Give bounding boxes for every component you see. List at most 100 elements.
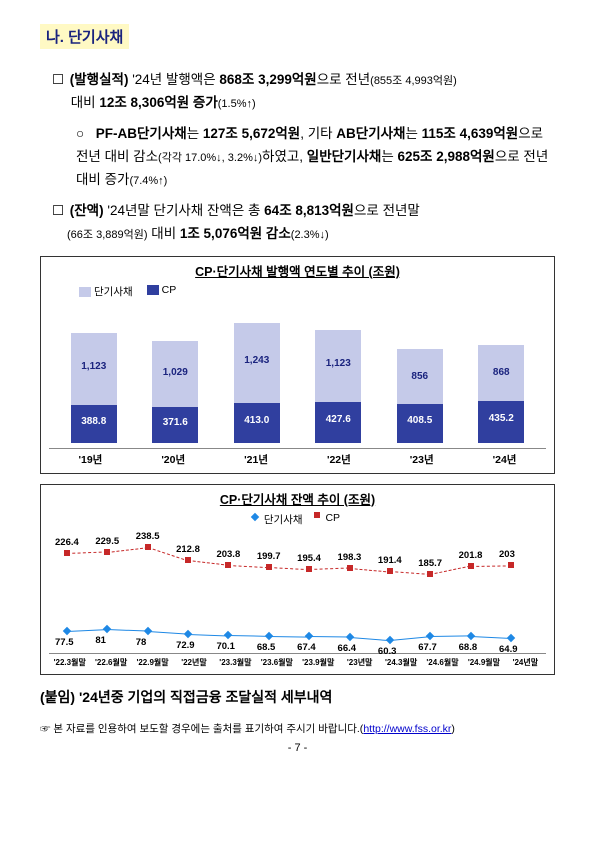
point-label: 67.4 (297, 642, 316, 653)
text: , 기타 (300, 126, 336, 141)
line-segment (471, 636, 511, 639)
point-label: 70.1 (216, 641, 235, 652)
bar-segment-cp: 371.6 (152, 407, 198, 443)
legend-item-stbond: 단기사채 (79, 284, 133, 299)
x-label: '22년말 (173, 657, 214, 668)
text: 하였고, (262, 149, 307, 164)
point-label: 203.8 (216, 549, 240, 560)
chart-title: CP·단기사채 발행액 연도별 추이 (조원) (49, 261, 546, 280)
pct: (2.3%↓) (291, 229, 329, 241)
legend-item-cp: CP (317, 512, 341, 527)
bar-column: 1,123 388.8 (64, 333, 124, 443)
x-axis-labels: '19년'20년'21년'22년'23년'24년 (49, 448, 546, 467)
data-point (345, 633, 353, 641)
amount: 625조 2,988억원 (398, 149, 495, 164)
point-label: 185.7 (418, 558, 442, 569)
data-point (143, 627, 151, 635)
x-label: '23.6월말 (256, 657, 297, 668)
amount: 127조 5,672억원 (203, 126, 300, 141)
swatch-icon (147, 285, 159, 295)
line-chart-area: 226.4229.5238.5212.8203.8199.7195.4198.3… (49, 531, 546, 651)
point-label: 199.7 (257, 551, 281, 562)
swatch-icon (79, 287, 91, 297)
line-segment (269, 567, 309, 570)
text: '24년말 단기사채 잔액은 총 (104, 203, 265, 218)
line-segment (188, 560, 228, 566)
bar-column: 856 408.5 (390, 349, 450, 443)
footer-link[interactable]: http://www.fss.or.kr (363, 723, 451, 735)
x-label: '22.3월말 (49, 657, 90, 668)
data-point (305, 632, 313, 640)
data-point (103, 625, 111, 633)
data-point (265, 632, 273, 640)
general: 일반단기사채 (307, 149, 382, 164)
bar-value: 371.6 (152, 417, 198, 428)
x-label: '24년말 (505, 657, 546, 668)
chart-legend: 단기사채 CP (49, 512, 546, 527)
bar-segment-cp: 435.2 (478, 401, 524, 443)
line-segment (67, 552, 107, 555)
amount: 868조 3,299억원 (219, 72, 316, 87)
x-label: '19년 (60, 452, 120, 467)
bar-value: 856 (397, 371, 443, 382)
bar-value: 388.8 (71, 416, 117, 427)
data-point (507, 634, 515, 642)
pct: (1.5%↑) (218, 98, 256, 110)
x-label: '23.9월말 (298, 657, 339, 668)
paragraph-balance: ☐ (잔액) '24년말 단기사채 잔액은 총 64조 8,813억원으로 전년… (52, 200, 555, 246)
data-point (427, 571, 433, 577)
bar-segment-cp: 427.6 (315, 402, 361, 443)
bar-segment-cp: 408.5 (397, 404, 443, 443)
pf-ab: PF-AB단기사채 (96, 126, 187, 141)
text: '24년 발행액은 (128, 72, 219, 87)
bar-column: 1,123 427.6 (308, 330, 368, 443)
point-label: 66.4 (338, 643, 357, 654)
x-label: '24년 (475, 452, 535, 467)
line-segment (390, 571, 430, 575)
data-point (64, 550, 70, 556)
checkbox-icon: ☐ (52, 200, 66, 223)
pct: (7.4%↑) (129, 175, 167, 187)
label-balance: (잔액) (70, 203, 104, 218)
x-label: '24.3월말 (380, 657, 421, 668)
line-segment (309, 568, 349, 571)
legend-label: CP (325, 512, 340, 524)
prev-year: (66조 3,889억원) (67, 229, 148, 241)
legend-item-cp: CP (147, 284, 177, 299)
text: 으로 전년 (317, 72, 370, 87)
chart-issuance-trend: CP·단기사채 발행액 연도별 추이 (조원) 단기사채 CP 1,123 388… (40, 256, 555, 474)
data-point (386, 636, 394, 644)
footer-text: ) (451, 723, 455, 735)
line-segment (228, 565, 268, 568)
bar-segment-stbond: 1,029 (152, 341, 198, 407)
footer-note: ☞ 본 자료를 인용하여 보도할 경우에는 출처를 표기하여 주시기 바랍니다.… (40, 721, 555, 736)
data-point (508, 562, 514, 568)
bar-segment-stbond: 1,123 (71, 333, 117, 405)
line-segment (390, 636, 430, 641)
bar-segment-stbond: 1,243 (234, 323, 280, 403)
bar-column: 1,029 371.6 (145, 341, 205, 443)
bar-value: 413.0 (234, 415, 280, 426)
data-point (184, 629, 192, 637)
x-label: '22.6월말 (90, 657, 131, 668)
bar-area: 1,123 388.8 1,029 371.6 1,243 413.0 1,123 427.6… (49, 303, 546, 443)
chart-title: CP·단기사채 잔액 추이 (조원) (49, 489, 546, 508)
point-label: 195.4 (297, 553, 321, 564)
data-point (104, 549, 110, 555)
data-point (63, 627, 71, 635)
bar-value: 1,123 (315, 358, 361, 369)
data-point (468, 563, 474, 569)
bar-value: 868 (478, 367, 524, 378)
bar-value: 435.2 (478, 413, 524, 424)
bar-value: 1,243 (234, 355, 280, 366)
square-icon (314, 512, 320, 518)
point-label: 81 (95, 635, 106, 646)
bar-column: 1,243 413.0 (227, 323, 287, 443)
page-number: - 7 - (40, 742, 555, 754)
x-label: '22년 (309, 452, 369, 467)
data-point (347, 565, 353, 571)
point-label: 226.4 (55, 537, 79, 548)
point-label: 212.8 (176, 544, 200, 555)
bar-segment-cp: 388.8 (71, 405, 117, 443)
line-segment (349, 637, 389, 641)
